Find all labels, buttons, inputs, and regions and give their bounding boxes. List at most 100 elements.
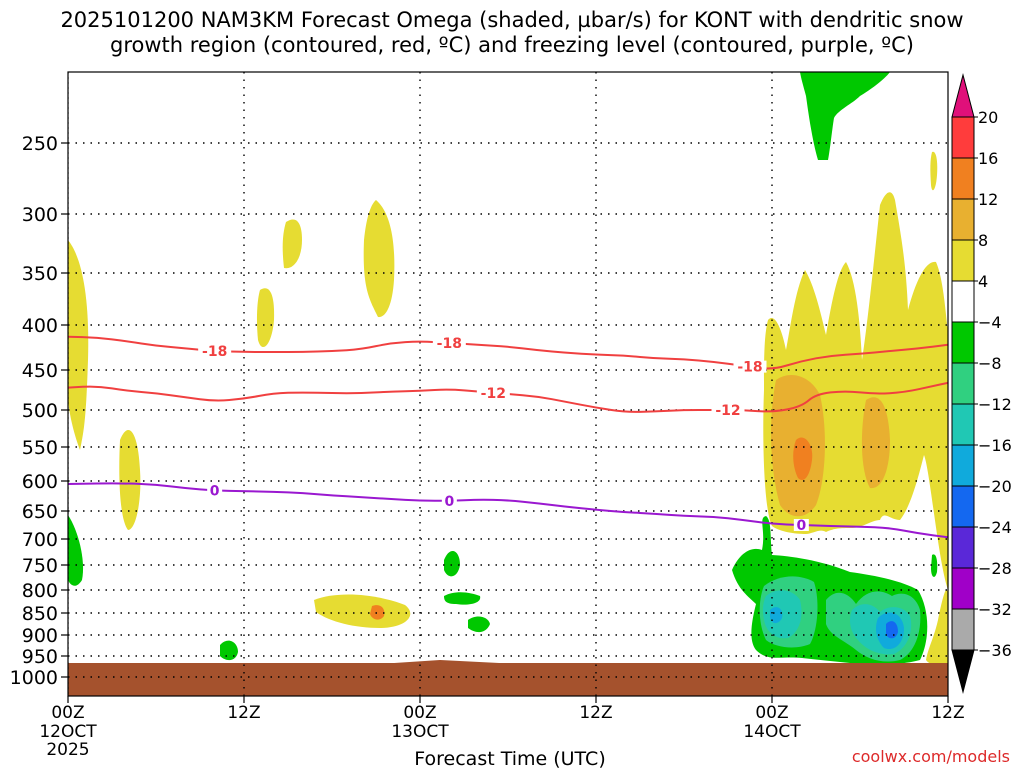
contour-label-minus12: -12 (481, 386, 506, 402)
y-tick-label: 750 (22, 555, 58, 577)
colorbar-label: −12 (978, 395, 1012, 414)
omega-region-orange-deep-c (861, 397, 890, 489)
omega-region-yellow-tower (363, 200, 395, 318)
omega-region-yellow-low (314, 594, 411, 628)
plot-area: -18 -18 -18 -12 -12 0 0 0 (68, 72, 948, 696)
y-tick-label: 950 (22, 646, 58, 668)
omega-region-green-left (68, 515, 84, 586)
colorbar-swatch (951, 485, 975, 528)
omega-region-green-small-b (444, 550, 460, 577)
chart-title-line2: growth region (contoured, red, ºC) and f… (110, 33, 914, 57)
omega-region-orange-deep-b (793, 437, 813, 480)
colorbar-swatch (951, 198, 975, 241)
colorbar-swatch (951, 403, 975, 446)
x-tick-label: 00Z (755, 703, 788, 723)
y-tick-label: 500 (22, 400, 58, 422)
colorbar-label: −4 (978, 313, 1002, 332)
omega-region-blue-a (770, 607, 783, 624)
colorbar-swatch (951, 526, 975, 569)
colorbar-label: 20 (978, 108, 998, 127)
y-tick-label: 800 (22, 580, 58, 602)
colorbar-swatch (951, 157, 975, 200)
colorbar: 20 16 12 8 4 −4 −8 −12 −16 −20 −24 −28 −32 −36 (951, 73, 1012, 694)
y-tick-label: 900 (22, 625, 58, 647)
colorbar-label: −20 (978, 477, 1012, 496)
x-tick-label: 12Z (931, 703, 964, 723)
colorbar-label: −36 (978, 641, 1012, 660)
omega-region-green-top (800, 72, 890, 160)
contour-label-zero: 0 (210, 484, 220, 500)
x-tick-label: 00Z (51, 703, 84, 723)
y-tick-label: 300 (22, 204, 58, 226)
x-tick-year: 2025 (46, 740, 89, 760)
omega-region-yellow-mid-low (119, 430, 141, 530)
y-tick-label: 450 (22, 360, 58, 382)
omega-region-orange-low (370, 605, 385, 620)
contour-line-zero (68, 482, 948, 539)
contour-label-gap (207, 484, 223, 497)
watermark: coolwx.com/models (852, 747, 1010, 766)
omega-shading (68, 72, 948, 667)
contour-label-minus18: -18 (737, 360, 762, 376)
colorbar-label: −8 (978, 354, 1002, 373)
omega-region-yellow-right-low (926, 589, 948, 667)
colorbar-swatch (951, 362, 975, 405)
contour-label-gap (198, 345, 232, 358)
contour-line-minus12 (68, 381, 948, 413)
contour-label-zero: 0 (444, 494, 454, 510)
y-axis: 2503003504004505005506006507007508008509… (10, 133, 68, 689)
omega-region-deepblue-b (886, 621, 898, 639)
colorbar-swatch (951, 321, 975, 364)
ground-fill (68, 663, 948, 696)
contour-label-gap (793, 519, 809, 531)
colorbar-swatch (951, 116, 975, 159)
x-tick-date: 12OCT (39, 722, 97, 742)
omega-region-yellow-upper-left (256, 288, 275, 348)
contour-label-gap (432, 337, 466, 349)
x-tick-label: 00Z (403, 703, 436, 723)
colorbar-swatch (951, 567, 975, 610)
colorbar-swatch (951, 280, 975, 323)
contour-label-minus12: -12 (715, 403, 740, 419)
contour-label-gap (711, 404, 745, 416)
colorbar-bottom-arrow (951, 649, 975, 694)
contour-label-gap (733, 360, 767, 373)
plot-frame (67, 71, 949, 697)
x-tick-date: 14OCT (743, 722, 801, 742)
contour-label-minus18: -18 (437, 336, 462, 352)
y-tick-label: 1000 (10, 667, 58, 689)
colorbar-swatch (951, 444, 975, 487)
omega-region-yellow-upper-b (282, 219, 302, 269)
contour-label-minus18: -18 (202, 344, 227, 360)
omega-region-yellow-left (68, 240, 89, 450)
colorbar-label: 8 (978, 231, 988, 250)
omega-region-green-thin (931, 554, 938, 577)
contour-label-gap (441, 494, 457, 507)
omega-region-green-small-d (468, 616, 490, 633)
colorbar-swatch (951, 608, 975, 651)
y-tick-label: 600 (22, 471, 58, 493)
contour-label-zero: 0 (796, 518, 806, 534)
y-tick-label: 850 (22, 603, 58, 625)
colorbar-top-arrow (951, 73, 975, 118)
y-tick-label: 700 (22, 529, 58, 551)
omega-region-green-small-a (220, 640, 238, 661)
y-tick-label: 250 (22, 133, 58, 155)
x-axis-label: Forecast Time (UTC) (414, 748, 605, 768)
y-tick-label: 650 (22, 501, 58, 523)
colorbar-label: −24 (978, 518, 1012, 537)
contour-label-gap (476, 386, 510, 399)
temperature-contours: -18 -18 -18 -12 -12 0 0 0 (68, 335, 948, 539)
colorbar-label: −28 (978, 559, 1012, 578)
x-tick-label: 12Z (579, 703, 612, 723)
chart-title-line1: 2025101200 NAM3KM Forecast Omega (shaded… (60, 8, 963, 32)
y-tick-label: 350 (22, 263, 58, 285)
omega-region-yellow-wisp (930, 151, 938, 191)
colorbar-label: 4 (978, 272, 988, 291)
x-tick-label: 12Z (227, 703, 260, 723)
y-tick-label: 550 (22, 437, 58, 459)
colorbar-label: −32 (978, 600, 1012, 619)
colorbar-label: 16 (978, 149, 998, 168)
